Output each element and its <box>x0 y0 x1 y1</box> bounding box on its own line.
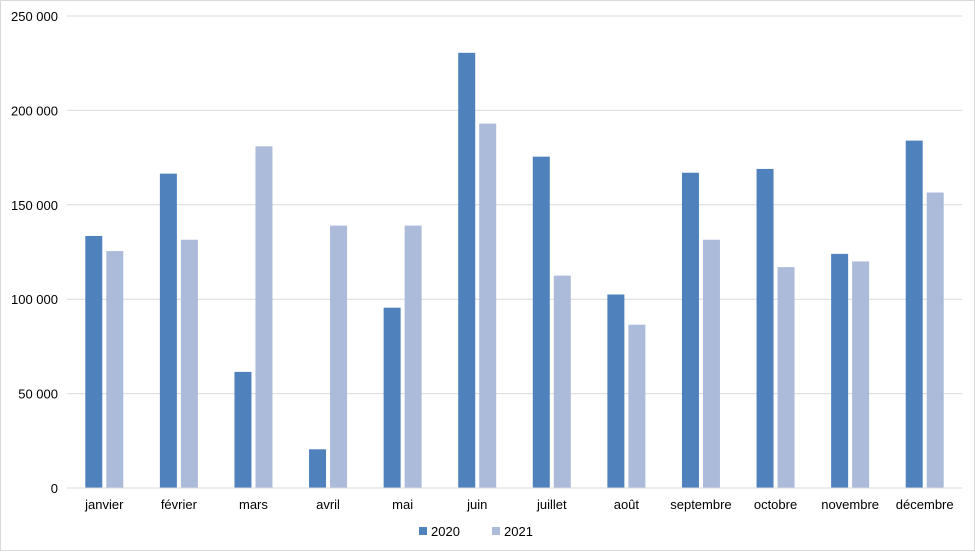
bar-2020-juin <box>458 52 476 488</box>
bar-2021-janvier <box>106 251 124 488</box>
bar-2021-novembre <box>852 261 870 488</box>
x-tick-label: octobre <box>754 497 797 512</box>
bar-2021-février <box>180 239 198 488</box>
legend: 2020 2021 <box>419 524 533 539</box>
bar-2021-juillet <box>553 275 571 488</box>
bar-2021-mai <box>404 225 422 488</box>
legend-swatch-2021 <box>492 527 500 535</box>
x-tick-label: mai <box>392 497 413 512</box>
bar-2021-octobre <box>777 267 795 488</box>
bar-2020-mai <box>383 307 401 488</box>
legend-swatch-2020 <box>419 527 427 535</box>
bar-2020-mars <box>234 371 252 488</box>
bar-2020-janvier <box>85 235 103 488</box>
bar-2020-décembre <box>905 140 923 488</box>
x-tick-label: juin <box>466 497 487 512</box>
x-tick-label: août <box>614 497 640 512</box>
bar-2020-octobre <box>756 168 774 489</box>
x-axis: janvier février mars avril mai juin juillet aoû… <box>84 497 953 512</box>
x-tick-label: février <box>161 497 198 512</box>
y-tick-label: 200 000 <box>11 103 58 118</box>
bar-2020-juillet <box>532 156 550 488</box>
x-tick-label: septembre <box>670 497 731 512</box>
y-tick-label: 250 000 <box>11 9 58 24</box>
x-tick-label: décembre <box>896 497 954 512</box>
bar-2021-août <box>628 324 646 488</box>
bar-2020-avril <box>309 449 327 488</box>
bar-2021-mars <box>255 146 273 488</box>
bar-2020-septembre <box>681 172 699 489</box>
y-tick-label: 100 000 <box>11 292 58 307</box>
bar-2020-août <box>607 294 625 488</box>
y-tick-label: 50 000 <box>18 387 58 402</box>
bar-2021-septembre <box>702 239 720 488</box>
bar-2021-décembre <box>926 192 944 488</box>
bar-2020-novembre <box>831 253 849 488</box>
x-tick-label: mars <box>239 497 268 512</box>
bars <box>85 52 944 489</box>
y-tick-label: 150 000 <box>11 198 58 213</box>
bar-2021-juin <box>479 123 497 488</box>
y-tick-label: 0 <box>51 481 58 496</box>
x-tick-label: novembre <box>821 497 879 512</box>
legend-label: 2021 <box>504 524 533 539</box>
y-axis: 0 50 000 100 000 150 000 200 000 250 000 <box>11 9 58 496</box>
x-tick-label: avril <box>316 497 340 512</box>
bar-2021-avril <box>330 225 348 488</box>
x-tick-label: janvier <box>84 497 124 512</box>
legend-label: 2020 <box>431 524 460 539</box>
bar-2020-février <box>159 173 177 488</box>
gridlines <box>67 15 962 395</box>
x-tick-label: juillet <box>536 497 567 512</box>
